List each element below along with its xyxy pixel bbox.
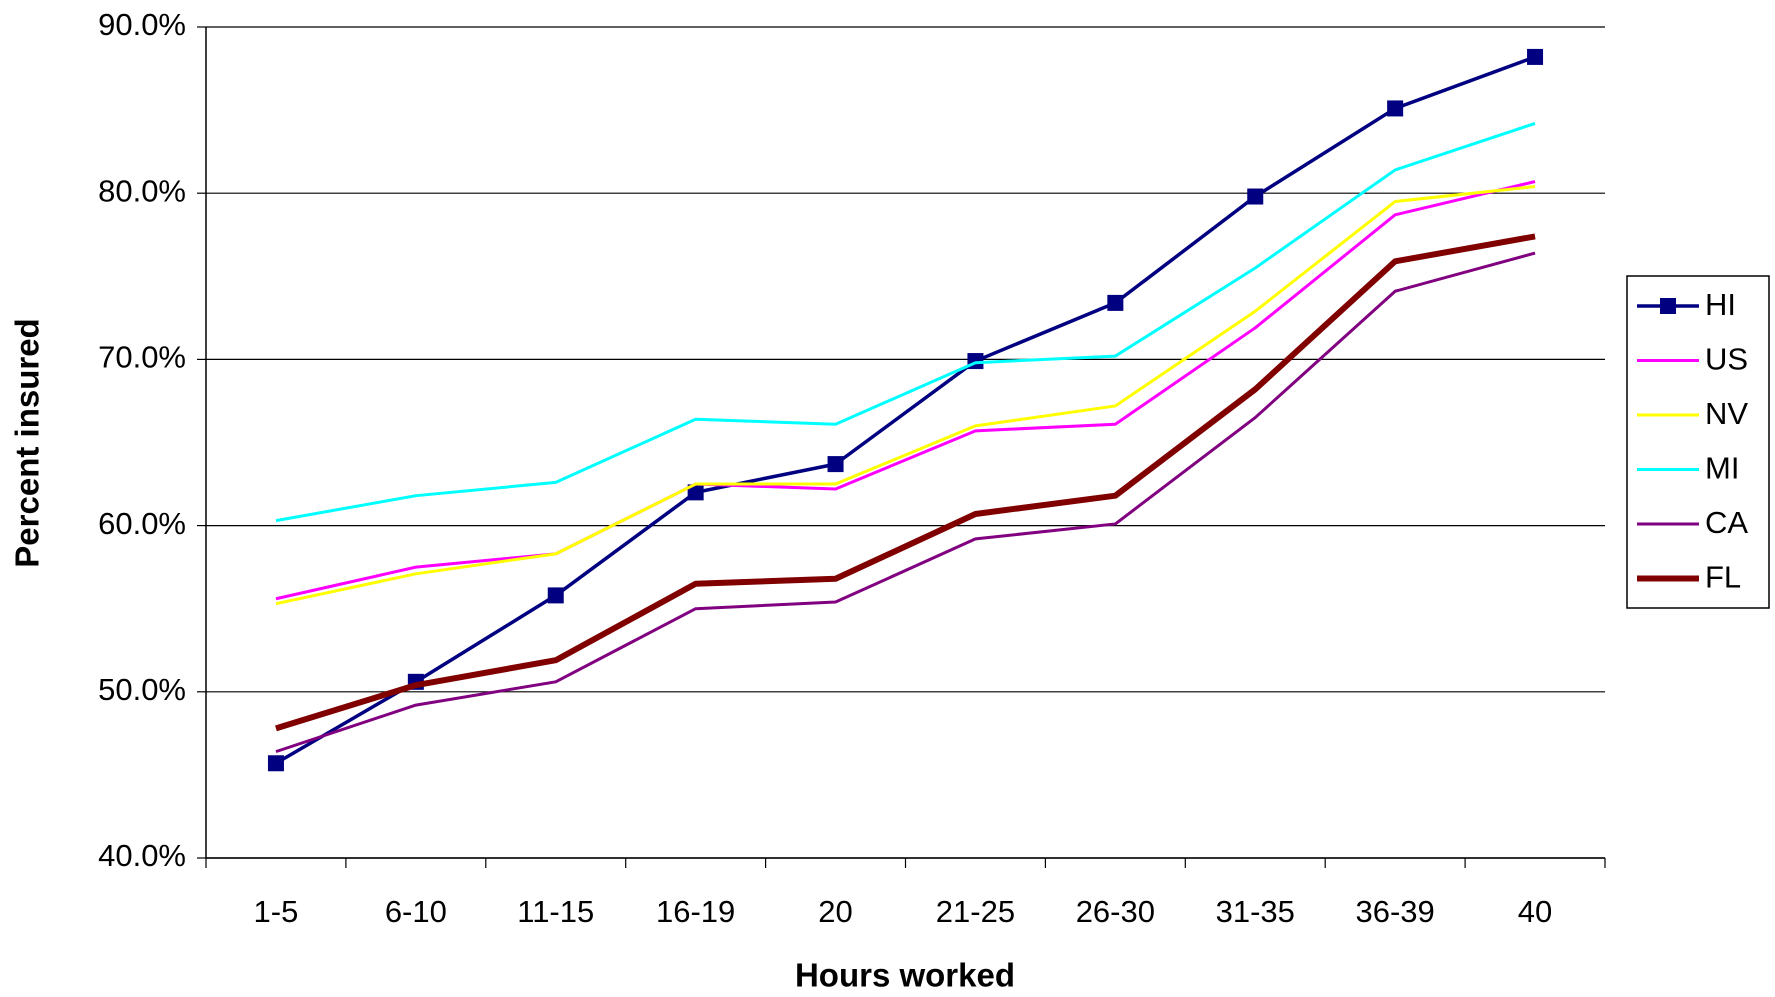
x-tick-label: 40 (1518, 894, 1552, 929)
x-tick-label: 26-30 (1076, 894, 1155, 929)
line (275, 185, 1536, 606)
x-tick-label: 11-15 (517, 894, 594, 929)
x-tick-label: 21-25 (936, 894, 1015, 929)
marker (547, 587, 564, 604)
x-tick-label: 6-10 (385, 894, 447, 929)
y-tick-label: 50.0% (98, 672, 186, 707)
legend-label: HI (1705, 287, 1736, 322)
y-tick-label: 90.0% (98, 7, 186, 42)
line (275, 251, 1536, 754)
marker (1387, 100, 1404, 117)
x-tick-label: 31-35 (1216, 894, 1295, 929)
y-tick-label: 70.0% (98, 340, 186, 375)
legend-box (1626, 275, 1770, 609)
legend-label: FL (1705, 560, 1741, 595)
line (275, 180, 1536, 601)
y-tick-label: 40.0% (98, 838, 186, 873)
legend-marker (1660, 298, 1676, 314)
line (275, 121, 1536, 523)
x-tick-label: 16-19 (656, 894, 735, 929)
marker (1247, 188, 1264, 205)
legend-label: MI (1705, 451, 1739, 486)
marker (687, 484, 704, 501)
line (275, 55, 1536, 765)
x-tick-label: 36-39 (1356, 894, 1435, 929)
x-tick-label: 1-5 (254, 894, 299, 929)
marker (267, 755, 284, 772)
y-axis-title: Percent insured (9, 318, 46, 567)
marker (827, 456, 844, 473)
legend-label: CA (1705, 505, 1748, 540)
y-tick-label: 80.0% (98, 173, 186, 208)
legend-label: NV (1705, 396, 1748, 431)
x-tick-label: 20 (818, 894, 852, 929)
y-tick-label: 60.0% (98, 506, 186, 541)
marker (1107, 294, 1124, 311)
x-axis-title: Hours worked (795, 957, 1015, 994)
legend-label: US (1705, 342, 1748, 377)
marker (1527, 48, 1544, 65)
line (275, 233, 1536, 732)
